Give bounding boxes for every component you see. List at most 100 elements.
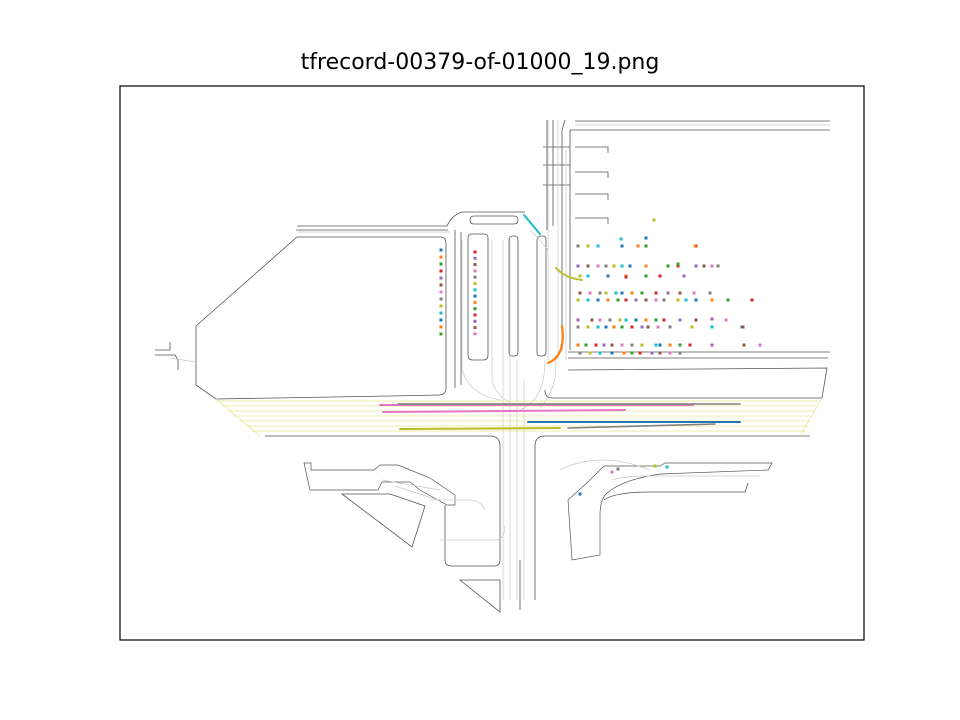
parked-agent-marker [576, 325, 580, 329]
parked-agent-marker [606, 274, 610, 278]
parked-agent-marker [578, 351, 582, 355]
parked-agent-marker [666, 291, 670, 295]
parked-agent-marker [690, 325, 694, 329]
parked-agent-marker [658, 343, 662, 347]
parked-agent-marker [612, 264, 616, 268]
parked-agent-marker [654, 343, 658, 347]
parked-agent-marker [586, 274, 590, 278]
parked-agent-marker [576, 244, 580, 248]
parked-agent-marker [576, 264, 580, 268]
parked-agent-marker [742, 343, 746, 347]
parked-agent-marker [624, 275, 628, 279]
parked-agent-marker [610, 470, 614, 474]
parked-agent-marker [694, 298, 698, 302]
parked-agent-marker [666, 264, 670, 268]
parked-agent-marker [610, 343, 614, 347]
parked-agent-marker [694, 318, 698, 322]
parked-agent-marker [654, 298, 658, 302]
parked-agent-marker [662, 298, 666, 302]
parked-agent-marker [644, 274, 648, 278]
parked-agent-marker [473, 326, 477, 330]
parked-agent-marker [614, 291, 618, 295]
parked-agent-marker [576, 298, 580, 302]
parked-agent-marker [473, 294, 477, 298]
parked-agent-marker [624, 298, 628, 302]
trajectory-pink-2 [382, 409, 626, 413]
parked-agent-marker [640, 325, 644, 329]
parked-agent-marker [439, 297, 443, 301]
parked-agent-marker [604, 325, 608, 329]
parked-agent-marker [584, 343, 588, 347]
parked-agent-marker [644, 236, 648, 240]
parked-agent-marker [578, 492, 582, 496]
parked-agent-marker [741, 325, 745, 329]
parked-agent-marker [439, 255, 443, 259]
parked-agent-marker [439, 311, 443, 315]
parked-agent-marker [596, 298, 600, 302]
parked-agent-marker [588, 351, 592, 355]
parked-agent-marker [473, 300, 477, 304]
parked-agent-marker [656, 325, 660, 329]
parked-agent-marker [716, 264, 720, 268]
parked-agent-marker [628, 264, 632, 268]
parked-agent-marker [650, 351, 654, 355]
parked-agent-marker [678, 318, 682, 322]
parked-agent-marker [439, 304, 443, 308]
parked-agent-marker [608, 318, 612, 322]
parked-agent-marker [710, 317, 714, 321]
trajectory-orange-1 [546, 324, 564, 365]
parked-agent-marker [710, 343, 714, 347]
parked-agent-marker [590, 318, 594, 322]
parked-agent-marker [750, 298, 754, 302]
figure-title: tfrecord-00379-of-01000_19.png [300, 50, 660, 75]
parked-agent-marker [634, 318, 638, 322]
parked-agent-marker [630, 325, 634, 329]
parked-agent-marker [578, 291, 582, 295]
parked-agent-marker [678, 351, 682, 355]
parked-agent-marker [586, 325, 590, 329]
parked-agent-marker [702, 264, 706, 268]
parked-agent-marker [758, 343, 762, 347]
axes-frame [119, 85, 865, 641]
parked-agent-marker [439, 325, 443, 329]
road-edges [155, 119, 830, 613]
parked-agent-marker [624, 318, 628, 322]
parked-agent-marker [594, 343, 598, 347]
parked-agent-marker [622, 351, 626, 355]
parked-agent-marker [473, 307, 477, 311]
parked-agent-marker [588, 291, 592, 295]
parked-agent-marker [644, 318, 648, 322]
parked-agent-marker [710, 325, 714, 329]
parked-agent-marker [654, 291, 658, 295]
trajectory-olive-2 [555, 267, 583, 281]
parked-agent-marker [665, 465, 669, 469]
parked-agent-marker [610, 351, 614, 355]
parked-agent-marker [640, 343, 644, 347]
parked-agent-marker [598, 291, 602, 295]
parked-agent-marker [473, 282, 477, 285]
parked-agent-marker [710, 298, 714, 302]
parked-agent-marker [676, 262, 680, 266]
parked-agent-marker [604, 291, 608, 295]
parked-agent-marker [693, 244, 697, 248]
trajectory-olive-1 [399, 427, 561, 430]
parked-agent-marker [616, 467, 620, 471]
parked-agent-marker [668, 325, 672, 329]
parked-agent-marker [678, 343, 682, 347]
parked-agent-marker [620, 343, 624, 347]
parked-agent-marker [644, 298, 648, 302]
parked-agent-marker [439, 248, 443, 252]
parked-agent-marker [439, 269, 443, 273]
parked-agent-marker [688, 343, 692, 347]
parked-agent-marker [668, 351, 672, 355]
parked-agent-marker [576, 343, 580, 347]
parked-agent-marker [726, 298, 730, 302]
trajectory-gray-2 [567, 423, 716, 429]
parked-agent-marker [473, 269, 477, 273]
parked-agent-marker [604, 264, 608, 268]
parked-agent-marker [473, 250, 477, 254]
parked-agent-marker [684, 298, 688, 302]
parked-agent-marker [576, 318, 580, 322]
parked-agent-marker [708, 291, 712, 295]
